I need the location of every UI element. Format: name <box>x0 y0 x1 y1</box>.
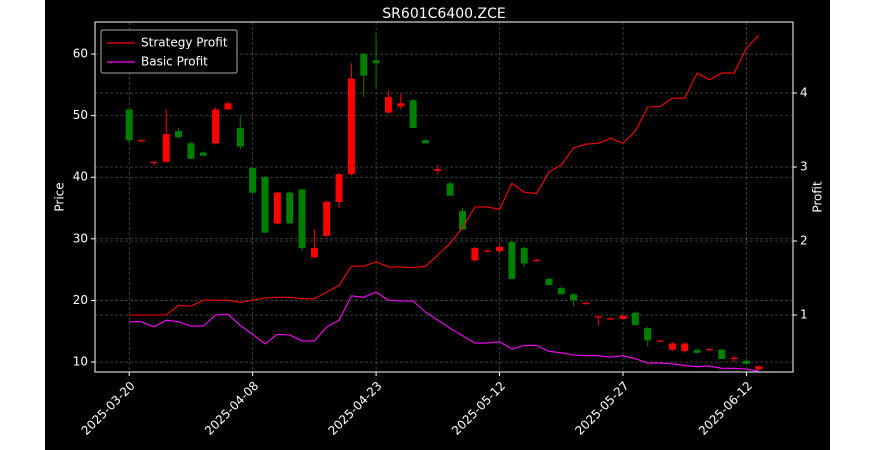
candle-body <box>273 192 281 224</box>
candle-body <box>286 192 294 224</box>
candle-body <box>644 328 652 341</box>
candle-body <box>335 174 343 202</box>
candle-body <box>421 140 429 144</box>
candle-body <box>668 343 676 350</box>
candle-body <box>557 288 565 295</box>
candle-body <box>570 294 578 301</box>
candle-body <box>705 349 713 351</box>
candle-body <box>520 248 528 264</box>
y-tick-label: 10 <box>73 355 88 369</box>
candle-body <box>261 177 269 233</box>
candle-body <box>434 169 442 172</box>
candle-body <box>483 250 491 252</box>
candle-body <box>755 366 763 370</box>
candle-body <box>607 318 615 320</box>
chart-title: SR601C6400.ZCE <box>382 6 505 22</box>
line-series <box>129 34 760 316</box>
candle-body <box>187 143 195 159</box>
axes-frame <box>94 21 794 373</box>
candle-body <box>360 54 368 76</box>
candle-body <box>138 140 146 142</box>
candle-body <box>199 152 207 156</box>
candle-body <box>496 246 504 252</box>
candle-body <box>249 167 257 193</box>
candle-body <box>298 189 306 249</box>
legend-label: Basic Profit <box>141 55 208 69</box>
y2-tick-label: 3 <box>800 160 808 174</box>
candle-body <box>175 131 183 138</box>
candle-body <box>459 211 467 230</box>
candle-body <box>619 315 627 319</box>
candle-body <box>236 127 244 147</box>
figure-background <box>45 0 830 450</box>
legend: Strategy Profit Basic Profit <box>100 29 238 74</box>
candle-body <box>150 161 158 164</box>
candle-body <box>212 109 220 144</box>
candle-body <box>224 103 232 110</box>
candle-body <box>718 349 726 359</box>
candle-body <box>594 316 602 318</box>
candle-body <box>582 302 590 305</box>
candle-body <box>409 100 417 128</box>
y-axis-label: Price <box>53 182 67 211</box>
candle-body <box>372 60 380 64</box>
candle-body <box>384 97 392 113</box>
legend-label: Strategy Profit <box>141 36 228 50</box>
candle-body <box>323 201 331 236</box>
y-tick-label: 20 <box>73 293 88 307</box>
candle-body <box>631 312 639 326</box>
candle-body <box>347 78 355 175</box>
y2-tick-label: 1 <box>800 308 808 322</box>
candle-body <box>533 259 541 261</box>
candle-body <box>471 248 479 261</box>
candle-body <box>162 134 170 162</box>
candle-body <box>446 183 454 196</box>
candle-body <box>681 343 689 351</box>
line-series <box>129 291 759 372</box>
y-tick-label: 50 <box>73 108 88 122</box>
y-tick-label: 40 <box>73 170 88 184</box>
y2-axis-label: Profit <box>811 181 825 213</box>
candle-body <box>693 349 701 353</box>
candle-body <box>656 340 664 342</box>
candle-body <box>125 109 133 141</box>
candle-body <box>508 241 516 279</box>
candle-body <box>730 357 738 359</box>
y-tick-label: 30 <box>73 231 88 245</box>
candle-body <box>545 278 553 286</box>
y2-tick-label: 4 <box>800 86 808 100</box>
candle-body <box>397 103 405 107</box>
y-tick-label: 60 <box>73 47 88 61</box>
candle-body <box>310 248 318 258</box>
candle-body <box>742 360 750 364</box>
y2-tick-label: 2 <box>800 234 808 248</box>
